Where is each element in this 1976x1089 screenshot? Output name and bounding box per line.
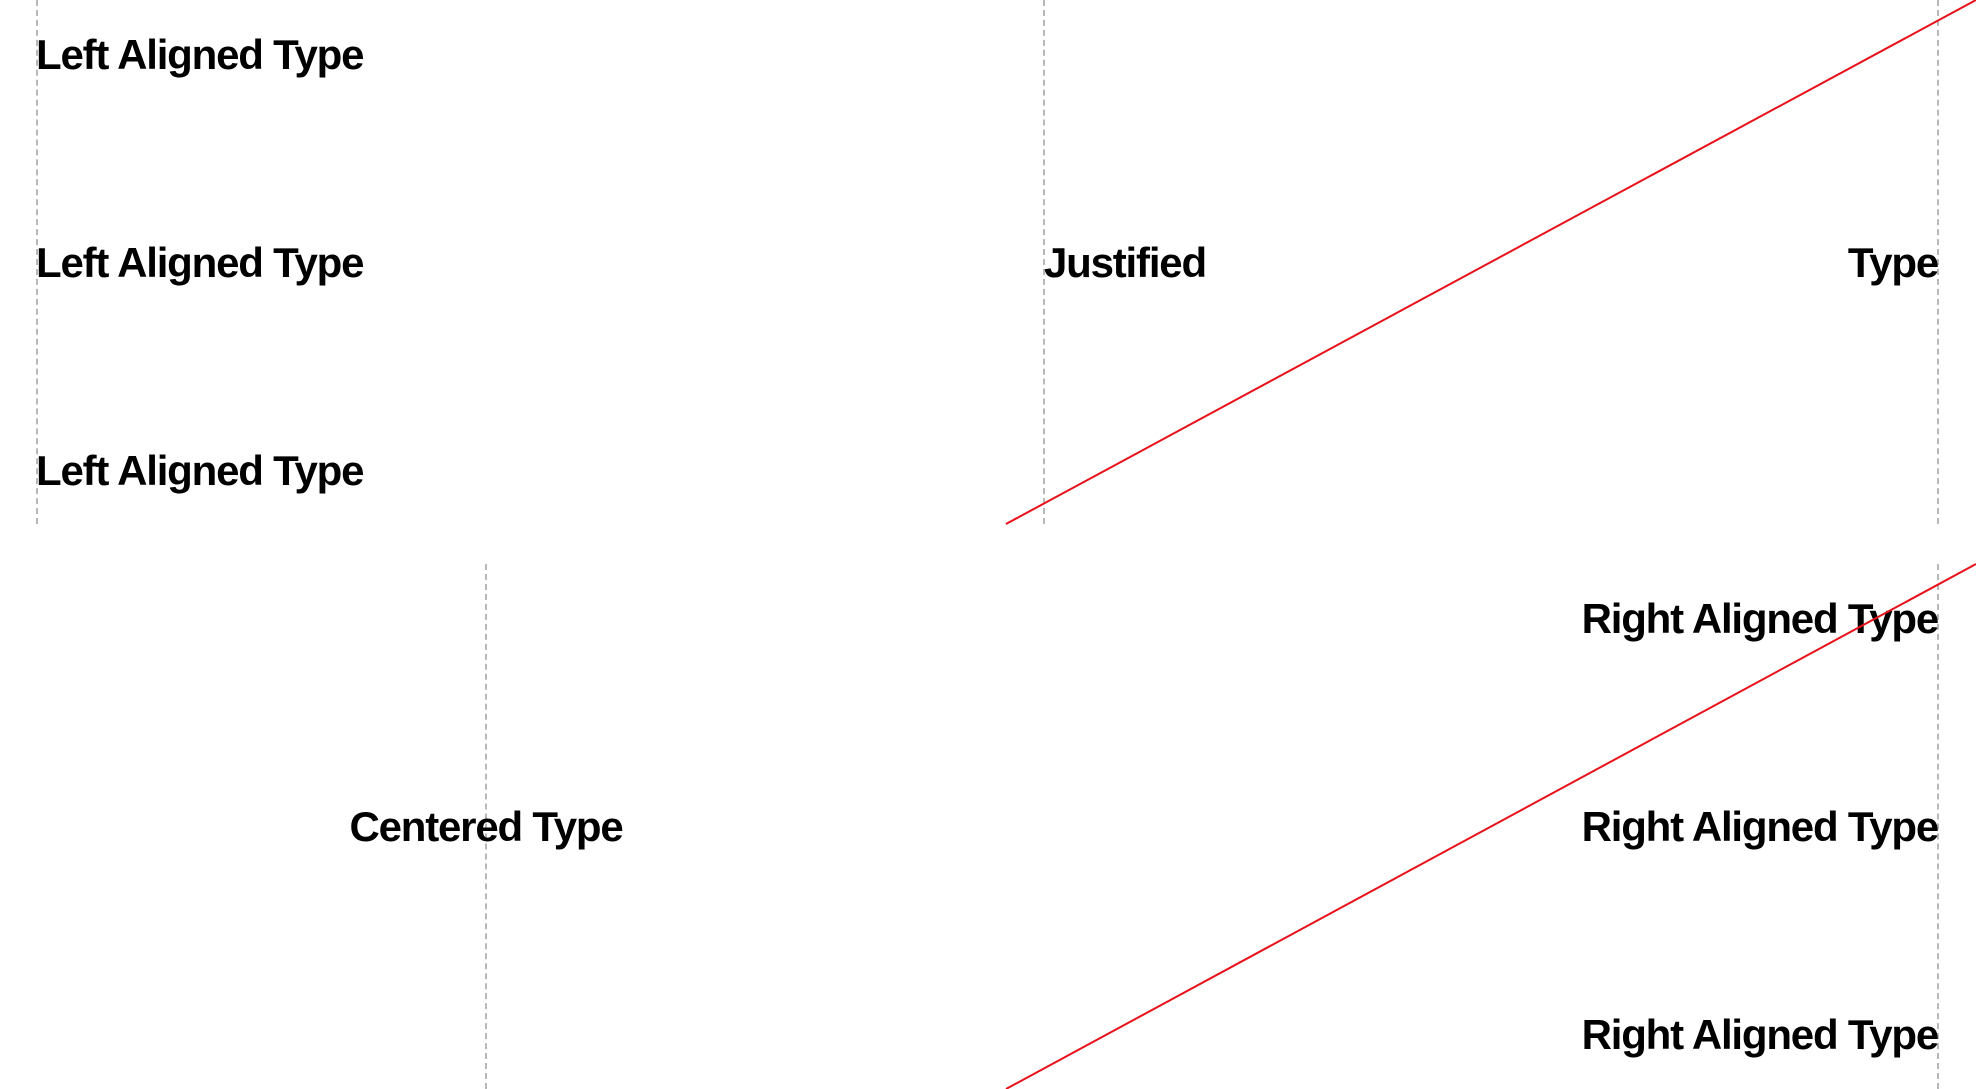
justified-line: Justified Type — [1044, 239, 1939, 286]
centered-line: Centered Type — [349, 803, 623, 850]
justified-word-2: Type — [1847, 239, 1939, 286]
left-aligned-line-3: Left Aligned Type — [36, 447, 364, 494]
right-aligned-line-3: Right Aligned Type — [1581, 1011, 1940, 1058]
left-guide-line — [36, 0, 38, 524]
center-guide-line — [485, 564, 487, 1089]
right-aligned-line-1: Right Aligned Type — [1581, 595, 1940, 642]
right-aligned-line-2: Right Aligned Type — [1581, 803, 1940, 850]
left-aligned-line-1: Left Aligned Type — [36, 31, 364, 78]
left-aligned-line-2: Left Aligned Type — [36, 239, 364, 286]
justified-word-1: Justified — [1044, 239, 1207, 286]
